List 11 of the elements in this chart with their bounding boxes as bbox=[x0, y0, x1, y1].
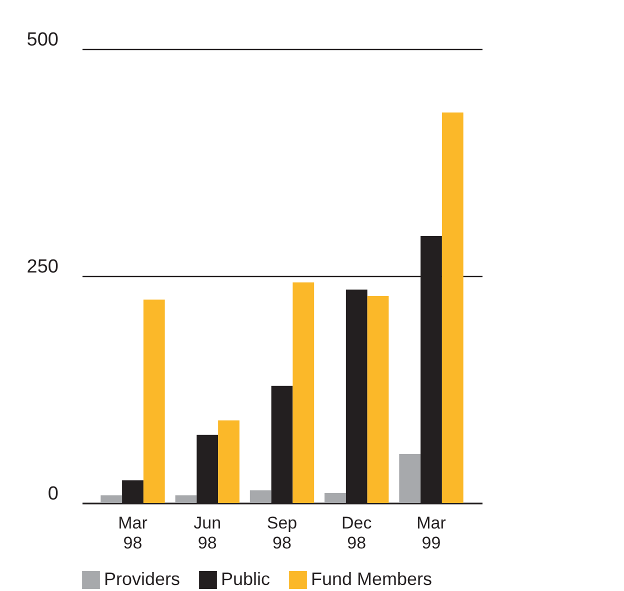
x-tick-label: Sep 98 bbox=[266, 514, 298, 552]
legend-label: Public bbox=[221, 569, 270, 589]
x-tick-label: Dec 98 bbox=[342, 514, 372, 552]
x-tick-label: Mar 99 bbox=[416, 514, 446, 552]
legend-label: Providers bbox=[104, 569, 180, 589]
y-tick-label: 250 bbox=[26, 256, 58, 278]
x-tick-label: Jun 98 bbox=[194, 514, 222, 552]
x-tick-label: Mar 98 bbox=[118, 514, 148, 552]
y-tick-label: 500 bbox=[26, 30, 58, 50]
y-tick-label: 0 bbox=[48, 484, 58, 504]
legend-label: Fund Members bbox=[311, 569, 432, 589]
